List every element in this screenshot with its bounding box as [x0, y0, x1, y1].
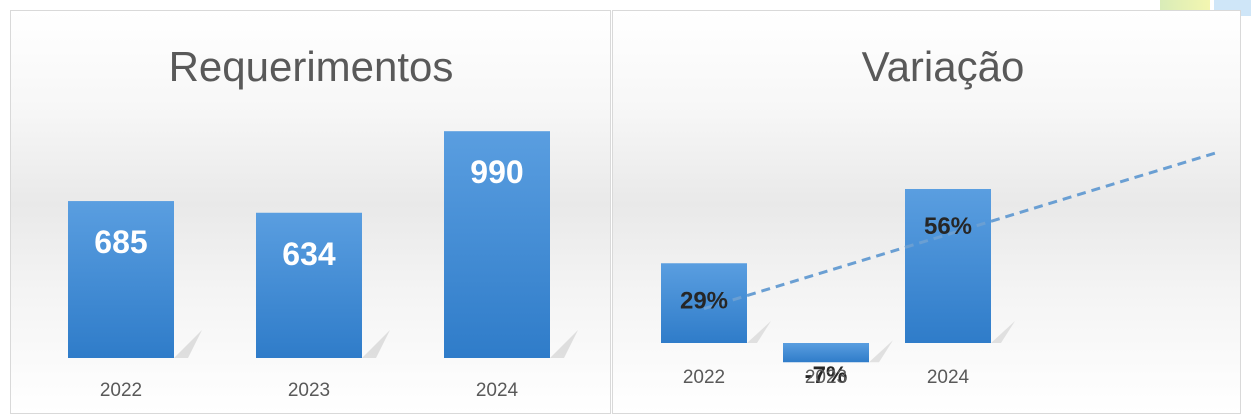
requerimentos-chart-svg: Requerimentos 685 2022 634 2023 990 2024: [68, 43, 578, 401]
bar-2022: [661, 263, 747, 343]
variacao-chart-svg: Variação 29% 2022 -7%2023 56% 2024: [661, 43, 1217, 389]
x-tick-2024: 2024: [476, 380, 519, 401]
bar-2022: [68, 201, 174, 358]
x-tick-2023: 2023: [805, 367, 847, 388]
x-tick-2023: 2023: [288, 380, 330, 401]
chart-title: Requerimentos: [169, 43, 454, 90]
bar-shadow: [174, 330, 202, 358]
data-label-2022: 685: [94, 224, 147, 260]
data-label-2023: -7%: [805, 362, 848, 389]
chart-title: Variação: [862, 43, 1025, 90]
requerimentos-chart: Requerimentos 685 2022 634 2023 990 2024: [10, 10, 611, 414]
data-label-2024: 56%: [924, 213, 972, 240]
bar-2023: [256, 212, 362, 358]
bar-shadow: [869, 340, 893, 363]
bar-2023: [783, 343, 869, 363]
bar-2024: [444, 131, 550, 358]
data-label-2022: 29%: [680, 287, 728, 314]
data-label-2023: 634: [282, 236, 336, 272]
x-tick-2024: 2024: [927, 367, 970, 388]
bar-shadow: [991, 321, 1015, 343]
bar-shadow: [362, 330, 390, 358]
bar-2024: [905, 189, 991, 343]
bar-shadow: [550, 330, 578, 358]
bar-shadow: [747, 321, 771, 343]
x-tick-2022: 2022: [100, 380, 142, 401]
variacao-chart: Variação 29% 2022 -7% 2023 56% 2024: [612, 10, 1241, 414]
x-tick-2022: 2022: [683, 367, 725, 388]
data-label-2024: 990: [470, 154, 523, 190]
